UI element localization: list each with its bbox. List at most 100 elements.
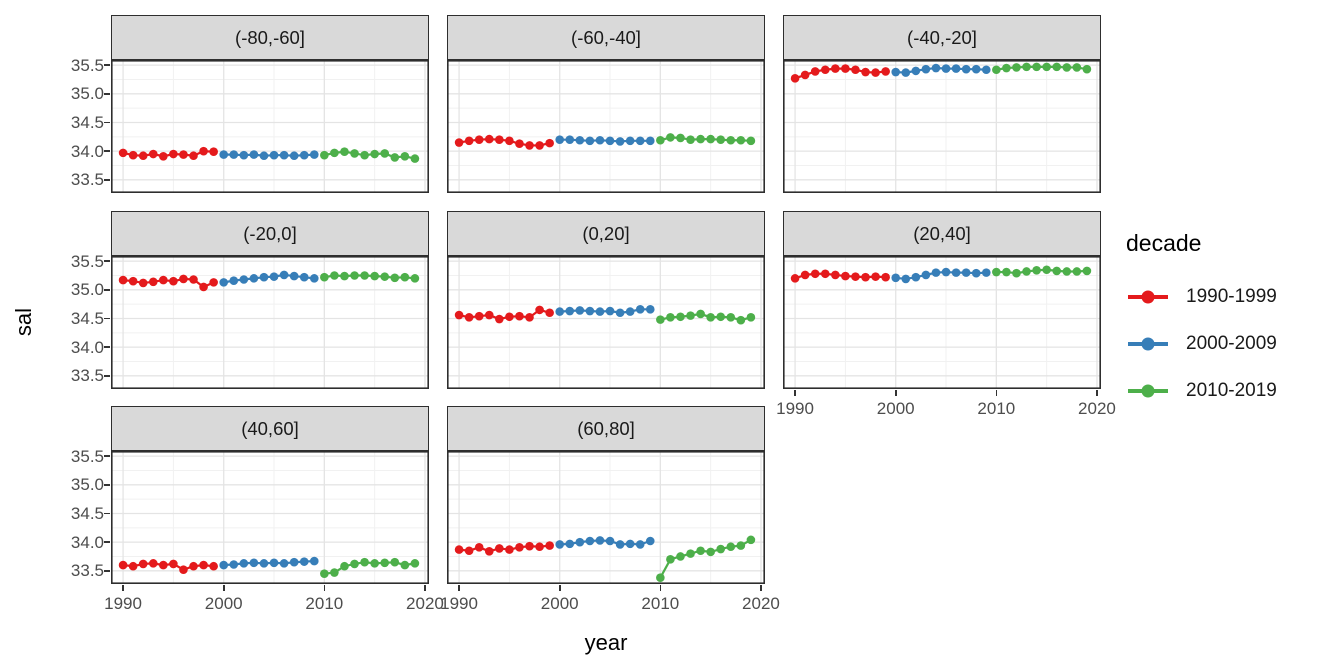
data-point [484,310,494,320]
data-point [269,558,279,568]
y-tick-label: 34.5 [70,503,104,523]
data-point [535,542,544,552]
data-point [138,559,148,569]
data-point [1032,62,1041,72]
data-point [615,308,625,318]
data-point [515,139,524,148]
series-line-1990-1999 [458,544,550,553]
data-point [525,541,534,551]
data-point [148,149,158,159]
data-point [565,306,575,316]
x-tick-label: 1990 [104,594,142,613]
series-line-2000-2009 [223,153,315,157]
data-point [189,275,198,284]
data-point [484,134,494,144]
data-point [340,147,349,157]
series-line-1990-1999 [794,272,886,280]
data-point [380,558,390,568]
data-point [239,275,249,284]
data-point [1022,62,1031,72]
data-point [199,282,208,292]
series-line-2010-2019 [324,561,416,575]
data-point [726,313,736,322]
data-point [971,268,981,278]
data-point [454,545,464,554]
data-point [810,269,820,279]
data-point [1052,266,1062,276]
data-point [585,306,595,316]
series-line-2010-2019 [660,136,751,142]
y-axis-tick [104,317,110,320]
facet-strip: (-60,-40] [447,15,765,60]
data-point [410,274,420,283]
data-point [1052,62,1062,72]
data-point [800,70,810,80]
data-point [505,312,514,322]
data-point [696,546,705,556]
data-point [971,64,981,74]
facet-panel [111,256,429,389]
data-point [931,268,941,277]
data-point [911,66,921,76]
data-point [1022,267,1031,276]
y-tick-label: 33.5 [70,170,104,190]
data-point [951,64,961,73]
data-point [841,271,850,281]
data-point [736,541,746,550]
data-point [921,64,931,74]
series-line-2010-2019 [996,268,1087,275]
data-point [871,272,880,281]
x-axis-tick [794,390,796,396]
legend-title: decade [1126,230,1202,256]
data-point [505,545,514,554]
facet-strip-label: (-80,-60] [235,26,305,48]
data-point [330,568,339,577]
y-tick-label: 33.5 [70,561,104,581]
facet-panel [447,451,765,584]
data-point [871,68,880,77]
data-point [309,150,319,159]
data-point [891,67,901,77]
data-point [645,305,655,314]
facet-strip-label: (-60,-40] [571,26,641,48]
y-tick-label: 34.0 [70,337,104,357]
data-point [645,136,655,146]
data-point [370,559,379,568]
panel-border [783,256,1101,389]
data-point [209,147,218,157]
data-point [635,540,645,549]
data-point [901,274,911,284]
data-point [259,151,269,161]
data-point [666,313,675,322]
data-point [505,136,514,146]
data-point [716,312,726,322]
data-point [941,64,951,73]
data-point [309,556,319,566]
data-point [390,273,400,283]
data-point [454,310,464,320]
data-point [138,278,148,288]
x-tick-label: 2020 [1078,399,1116,418]
data-point [851,272,860,281]
y-tick-label: 34.0 [70,141,104,161]
x-tick-label: 2010 [305,594,344,613]
data-point [625,307,635,316]
data-point [992,65,1001,75]
y-axis-tick [104,484,110,486]
data-point [229,276,239,285]
data-point [831,64,840,73]
data-point [279,559,289,568]
y-axis-tick [104,260,110,262]
y-tick-label: 35.5 [70,446,104,466]
facet-panel [783,256,1101,389]
data-point [169,276,178,286]
data-point [790,74,800,83]
y-axis-title: sal [11,307,36,337]
data-point [800,270,810,280]
data-point [380,149,390,158]
data-point [861,67,870,77]
y-axis-tick [104,64,110,66]
data-point [575,537,585,547]
x-tick-label: 2000 [204,594,243,613]
